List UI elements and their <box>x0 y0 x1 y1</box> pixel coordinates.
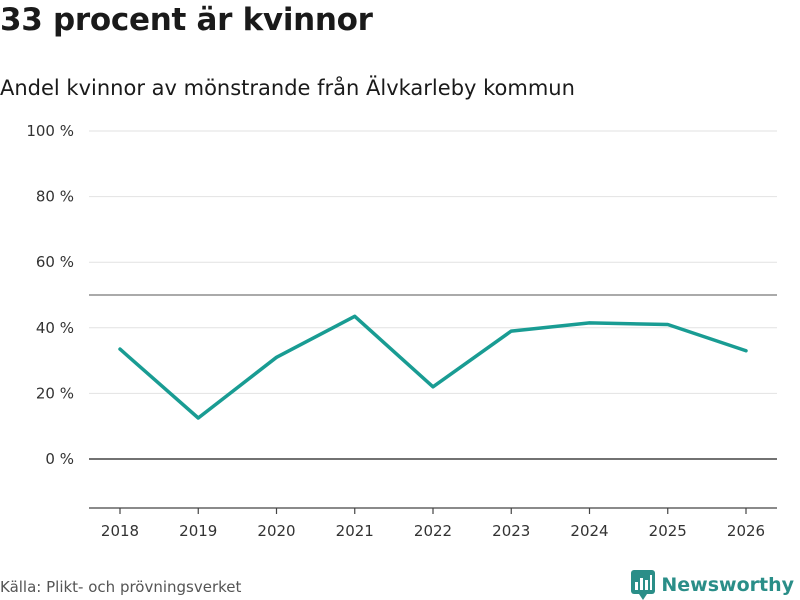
source-note: Källa: Plikt- och prövningsverket <box>0 578 242 596</box>
data-point <box>275 355 278 359</box>
chart-subtitle: Andel kvinnor av mönstrande från Älvkarl… <box>0 76 575 100</box>
brand-name: Newsworthy <box>661 574 794 596</box>
data-point <box>666 323 670 327</box>
x-tick-label: 2025 <box>649 522 687 540</box>
y-tick-label: 100 % <box>26 122 74 140</box>
x-tick-label: 2026 <box>727 522 765 540</box>
x-tick-label: 2023 <box>492 522 530 540</box>
x-tick-label: 2020 <box>257 522 295 540</box>
y-axis-tick-labels: 0 % 20 % 40 % 60 % 80 % 100 % <box>26 122 74 468</box>
line-chart: 0 % 20 % 40 % 60 % 80 % 100 % 2018 2019 2020 202… <box>26 122 777 540</box>
series-lines <box>118 314 748 420</box>
x-tick-label: 2022 <box>414 522 452 540</box>
x-tick-label: 2024 <box>570 522 608 540</box>
brand-logo: Newsworthy <box>631 570 794 600</box>
chart-title: 33 procent är kvinnor <box>0 2 373 38</box>
data-point <box>744 349 748 353</box>
data-point <box>431 385 435 389</box>
x-tick-label: 2018 <box>101 522 139 540</box>
grid-lines <box>89 130 777 509</box>
x-tick-label: 2021 <box>336 522 374 540</box>
y-tick-label: 0 % <box>45 450 74 468</box>
y-tick-label: 80 % <box>36 188 74 206</box>
data-point <box>588 321 591 325</box>
data-point <box>118 347 122 351</box>
y-tick-label: 60 % <box>36 253 74 271</box>
x-tick-label: 2019 <box>179 522 217 540</box>
data-point <box>196 416 200 420</box>
y-tick-label: 20 % <box>36 384 74 402</box>
data-point <box>353 314 357 318</box>
y-tick-label: 40 % <box>36 319 74 337</box>
newsworthy-logo-icon <box>631 570 656 600</box>
series-line <box>118 314 748 420</box>
data-point <box>509 329 513 333</box>
x-axis-tick-labels: 2018 2019 2020 2021 2022 2023 2024 2025 2026 <box>101 508 765 540</box>
